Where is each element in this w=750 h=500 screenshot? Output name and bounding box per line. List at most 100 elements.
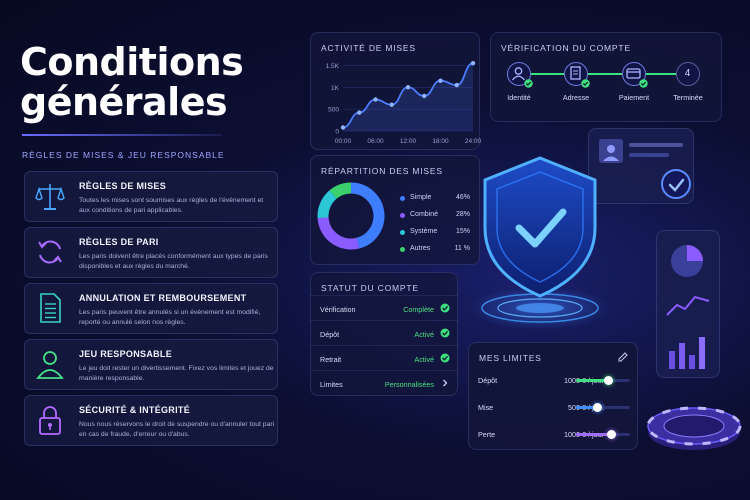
activity-y-tick: 1.5K	[326, 63, 340, 70]
status-value: Activé	[414, 330, 434, 339]
limit-slider-handle[interactable]	[606, 430, 616, 439]
status-row[interactable]: Limites Personnalisées	[310, 370, 458, 396]
repartition-panel: Répartition des mises	[310, 155, 480, 265]
status-row[interactable]: Retrait Activé	[310, 345, 458, 371]
casino-chip-illustration	[646, 406, 742, 450]
activity-point	[357, 110, 362, 115]
page-title: Conditions générales	[20, 40, 244, 122]
status-label: Limites	[320, 380, 343, 389]
legend-label: Combiné	[410, 211, 439, 218]
verified-check-icon	[661, 169, 691, 199]
status-row[interactable]: Vérification Complète	[310, 295, 458, 321]
rule-card-title: Règles de mises	[79, 181, 167, 191]
check-icon	[639, 79, 648, 88]
scales-icon	[35, 184, 65, 210]
title-divider	[22, 134, 222, 136]
donut-slice-0	[350, 182, 385, 249]
rule-card-description: Le jeu doit rester un divertissement. Fi…	[79, 365, 274, 382]
verification-step-label: Adresse	[562, 93, 590, 102]
step-connector	[588, 73, 622, 75]
activity-point	[389, 102, 394, 107]
activity-point	[454, 82, 459, 88]
legend-label: Autres	[410, 245, 431, 252]
repartition-title: Répartition des mises	[321, 166, 443, 176]
donut-slice-2	[317, 190, 337, 219]
check-icon	[524, 79, 533, 88]
activity-point	[470, 60, 476, 66]
status-value: Activé	[414, 355, 434, 364]
status-label: Dépôt	[320, 330, 340, 339]
verification-step-label: Identité	[507, 93, 531, 102]
activity-chart: 0 500 1K 1.5K 00:00 06:00 12:00 18:00 24:00	[326, 60, 481, 145]
activity-point	[438, 78, 443, 83]
activity-point	[340, 125, 346, 130]
activity-title: Activité de mises	[321, 43, 416, 53]
check-icon	[581, 79, 590, 88]
donut-slice-1	[317, 217, 360, 250]
verification-title: Vérification du compte	[501, 43, 631, 53]
limit-slider-fill	[576, 406, 598, 409]
legend-value: 46%	[455, 194, 470, 201]
status-label: Vérification	[320, 305, 356, 314]
status-value: Personnalisées	[384, 380, 434, 389]
limit-slider[interactable]	[576, 376, 630, 385]
activity-y-tick: 1K	[331, 85, 340, 92]
status-row[interactable]: Dépôt Activé	[310, 320, 458, 346]
legend-label: Simple	[410, 194, 432, 201]
rule-card-description: Nous nous réservons le droit de suspendr…	[79, 421, 275, 438]
document-icon	[40, 293, 61, 323]
legend-value: 28%	[455, 211, 470, 218]
legend-value: 15%	[455, 228, 470, 235]
chevron-right-icon	[443, 379, 448, 387]
rule-card[interactable]: Règles de mises Toutes les mises sont sou…	[24, 171, 278, 222]
page-subtitle: Règles de mises & jeu responsable	[22, 150, 225, 160]
shield-check-icon	[515, 208, 567, 248]
rule-card[interactable]: Règles de pari Les paris doivent être pla…	[24, 227, 278, 278]
limit-slider[interactable]	[576, 403, 630, 412]
rule-card-description: Les paris peuvent être annulés si un évé…	[79, 309, 261, 326]
rule-card-description: Les paris doivent être placés conforméme…	[79, 253, 268, 270]
page-title-line1: Conditions	[20, 40, 244, 84]
rule-card-title: Jeu responsable	[79, 349, 173, 359]
repartition-donut-chart	[317, 182, 385, 250]
activity-x-tick: 06:00	[367, 138, 384, 145]
verification-step-label: Paiement	[618, 93, 650, 102]
rule-card[interactable]: Sécurité & intégrité Nous nous réservons …	[24, 395, 278, 446]
user-icon	[511, 67, 526, 81]
legend-label: Système	[410, 228, 438, 235]
activity-point	[373, 97, 378, 102]
limit-slider-handle[interactable]	[593, 403, 603, 412]
rule-card[interactable]: Jeu responsable Le jeu doit rester un div…	[24, 339, 278, 390]
edit-icon[interactable]	[617, 351, 629, 363]
activity-point	[422, 93, 427, 99]
refresh-icon	[38, 240, 62, 264]
card-icon	[626, 68, 641, 79]
verification-step	[507, 62, 533, 88]
analytics-card-illustration	[656, 230, 720, 378]
activity-x-tick: 00:00	[335, 138, 352, 145]
limit-slider-handle[interactable]	[603, 376, 613, 385]
check-icon	[440, 303, 450, 313]
document-icon	[570, 66, 581, 80]
legend-dot	[400, 213, 405, 218]
limit-slider-fill	[576, 433, 612, 436]
activity-point	[405, 85, 411, 90]
legend-dot	[400, 196, 405, 201]
activity-area	[343, 63, 473, 131]
status-label: Retrait	[320, 355, 342, 364]
limit-label: Perte	[478, 430, 496, 439]
verification-step	[622, 62, 648, 88]
id-card-illustration	[588, 128, 694, 204]
verification-step-label: Terminée	[673, 93, 703, 102]
rule-card-title: Annulation et remboursement	[79, 293, 247, 303]
shield-illustration	[470, 156, 610, 330]
rule-card[interactable]: Annulation et remboursement Les paris peu…	[24, 283, 278, 334]
activity-x-tick: 24:00	[465, 138, 481, 145]
step-number: 4	[684, 68, 691, 79]
trend-line-icon	[666, 295, 710, 316]
limit-slider[interactable]	[576, 430, 630, 439]
donut-slice-3	[329, 182, 352, 199]
pie-chart-icon	[671, 245, 703, 277]
step-connector	[531, 73, 564, 75]
status-panel: Statut du compte	[310, 272, 458, 396]
